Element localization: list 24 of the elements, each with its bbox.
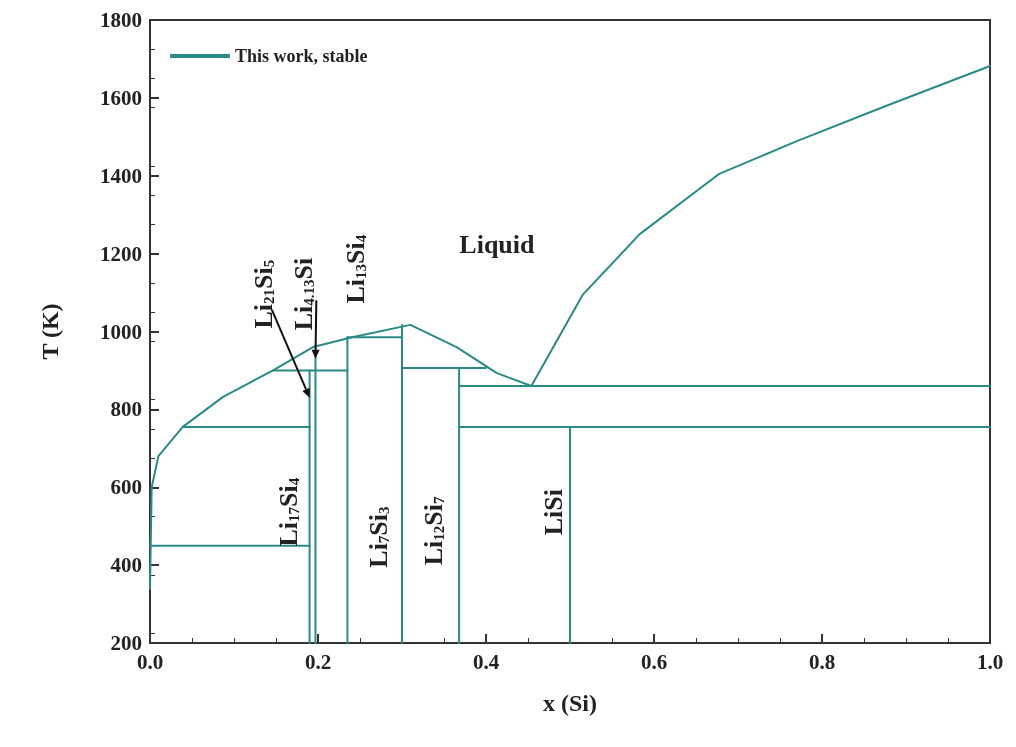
x-tick-label: 1.0 <box>976 649 1004 674</box>
annotation: Li17Si4 <box>274 477 304 547</box>
y-tick-label: 1200 <box>100 241 142 266</box>
annotation: LiSi <box>538 489 568 536</box>
annotation: Li12Si7 <box>418 495 448 566</box>
annotation: Li21Si5 <box>248 259 278 329</box>
y-tick-label: 1800 <box>100 8 142 32</box>
y-tick-label: 1400 <box>100 163 142 188</box>
annotation: Li7Si3 <box>363 506 393 568</box>
x-axis-title: x (Si) <box>543 690 597 716</box>
annotation: Li4.13Si <box>289 257 319 331</box>
y-tick-label: 1600 <box>100 85 142 110</box>
y-tick-label: 600 <box>110 475 142 500</box>
annotation: Li13Si4 <box>341 234 371 304</box>
annotation: Liquid <box>459 229 536 259</box>
x-tick-label: 0.2 <box>304 649 332 674</box>
y-axis-title: T (K) <box>37 303 63 360</box>
x-tick-label: 0.8 <box>808 649 836 674</box>
legend-label: This work, stable <box>235 46 368 66</box>
y-tick-label: 800 <box>110 397 142 422</box>
x-tick-label: 0.6 <box>640 649 668 674</box>
x-tick-label: 0.4 <box>472 649 500 674</box>
y-tick-label: 400 <box>110 553 142 578</box>
y-tick-label: 1000 <box>100 319 142 344</box>
